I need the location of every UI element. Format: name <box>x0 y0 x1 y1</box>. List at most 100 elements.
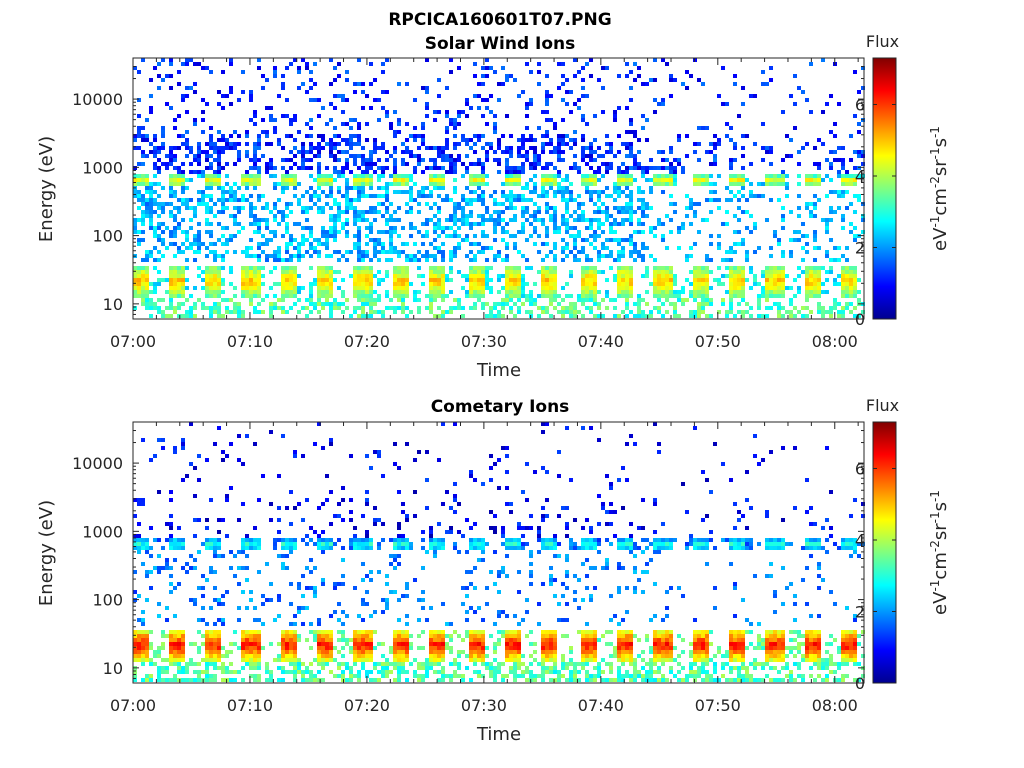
heatmap-cell <box>205 654 209 658</box>
heatmap-cell <box>481 182 485 186</box>
heatmap-cell <box>285 170 289 174</box>
heatmap-cell <box>169 282 173 286</box>
heatmap-cell <box>389 246 393 250</box>
heatmap-cell <box>469 282 473 286</box>
heatmap-cell <box>397 174 401 178</box>
heatmap-cell <box>345 210 349 214</box>
heatmap-cell <box>289 202 293 206</box>
heatmap-cell <box>221 622 225 626</box>
panel-title-solar-wind: Solar Wind Ions <box>425 34 576 54</box>
heatmap-cell <box>841 274 845 278</box>
heatmap-cell <box>509 294 513 298</box>
heatmap-cell <box>637 138 641 142</box>
heatmap-cell <box>225 670 229 674</box>
heatmap-cell <box>289 258 293 262</box>
heatmap-cell <box>265 238 269 242</box>
heatmap-cell <box>293 114 297 118</box>
heatmap-cell <box>209 178 213 182</box>
heatmap-cell <box>293 138 297 142</box>
heatmap-cell <box>221 458 225 462</box>
heatmap-cell <box>737 230 741 234</box>
heatmap-cell <box>369 222 373 226</box>
heatmap-cell <box>281 310 285 314</box>
heatmap-cell <box>477 186 481 190</box>
heatmap-cell <box>321 266 325 270</box>
heatmap-cell <box>321 106 325 110</box>
heatmap-cell <box>841 254 845 258</box>
heatmap-cell <box>361 146 365 150</box>
heatmap-cell <box>569 214 573 218</box>
heatmap-cell <box>261 86 265 90</box>
heatmap-cell <box>521 294 525 298</box>
heatmap-cell <box>653 294 657 298</box>
heatmap-cell <box>769 162 773 166</box>
heatmap-cell <box>305 134 309 138</box>
heatmap-cell <box>661 238 665 242</box>
heatmap-cell <box>361 170 365 174</box>
heatmap-cell <box>317 170 321 174</box>
heatmap-cell <box>437 206 441 210</box>
heatmap-cell <box>229 566 233 570</box>
heatmap-cell <box>509 234 513 238</box>
heatmap-cell <box>321 286 325 290</box>
heatmap-cell <box>373 162 377 166</box>
heatmap-cell <box>217 542 221 546</box>
heatmap-cell <box>209 650 213 654</box>
heatmap-cell <box>481 202 485 206</box>
heatmap-cell <box>385 58 389 62</box>
heatmap-cell <box>177 294 181 298</box>
heatmap-cell <box>545 130 549 134</box>
heatmap-cell <box>253 294 257 298</box>
plot-frame-solar-wind <box>132 57 865 320</box>
heatmap-cell <box>797 162 801 166</box>
heatmap-cell <box>525 210 529 214</box>
heatmap-cell <box>457 302 461 306</box>
heatmap-cell <box>589 310 593 314</box>
heatmap-cell <box>773 282 777 286</box>
heatmap-cell <box>169 158 173 162</box>
heatmap-cell <box>817 310 821 314</box>
heatmap-cell <box>197 630 201 634</box>
heatmap-cell <box>709 174 713 178</box>
heatmap-cell <box>137 650 141 654</box>
heatmap-cell <box>157 214 161 218</box>
heatmap-cell <box>181 250 185 254</box>
heatmap-cell <box>437 110 441 114</box>
heatmap-cell <box>625 270 629 274</box>
heatmap-cell <box>261 250 265 254</box>
heatmap-cell <box>173 662 177 666</box>
heatmap-cell <box>309 226 313 230</box>
heatmap-cell <box>193 234 197 238</box>
heatmap-cell <box>829 166 833 170</box>
heatmap-cell <box>165 202 169 206</box>
heatmap-cell <box>253 538 257 542</box>
heatmap-cell <box>769 290 773 294</box>
heatmap-cell <box>437 78 441 82</box>
heatmap-cell <box>565 306 569 310</box>
heatmap-cell <box>405 294 409 298</box>
heatmap-cell <box>325 542 329 546</box>
heatmap-cell <box>153 302 157 306</box>
heatmap-cell <box>465 214 469 218</box>
heatmap-cell <box>241 286 245 290</box>
heatmap-cell <box>741 154 745 158</box>
heatmap-cell <box>641 274 645 278</box>
heatmap-cell <box>273 186 277 190</box>
heatmap-cell <box>313 250 317 254</box>
heatmap-cell <box>773 278 777 282</box>
heatmap-cell <box>601 162 605 166</box>
heatmap-cell <box>137 194 141 198</box>
heatmap-cell <box>421 86 425 90</box>
heatmap-cell <box>577 170 581 174</box>
heatmap-cell <box>265 130 269 134</box>
heatmap-cell <box>201 194 205 198</box>
heatmap-cell <box>313 442 317 446</box>
heatmap-cell <box>281 566 285 570</box>
heatmap-cell <box>213 442 217 446</box>
heatmap-cell <box>765 294 769 298</box>
heatmap-cell <box>245 542 249 546</box>
heatmap-cell <box>505 170 509 174</box>
heatmap-cell <box>353 206 357 210</box>
heatmap-cell <box>197 550 201 554</box>
heatmap-cell <box>353 242 357 246</box>
